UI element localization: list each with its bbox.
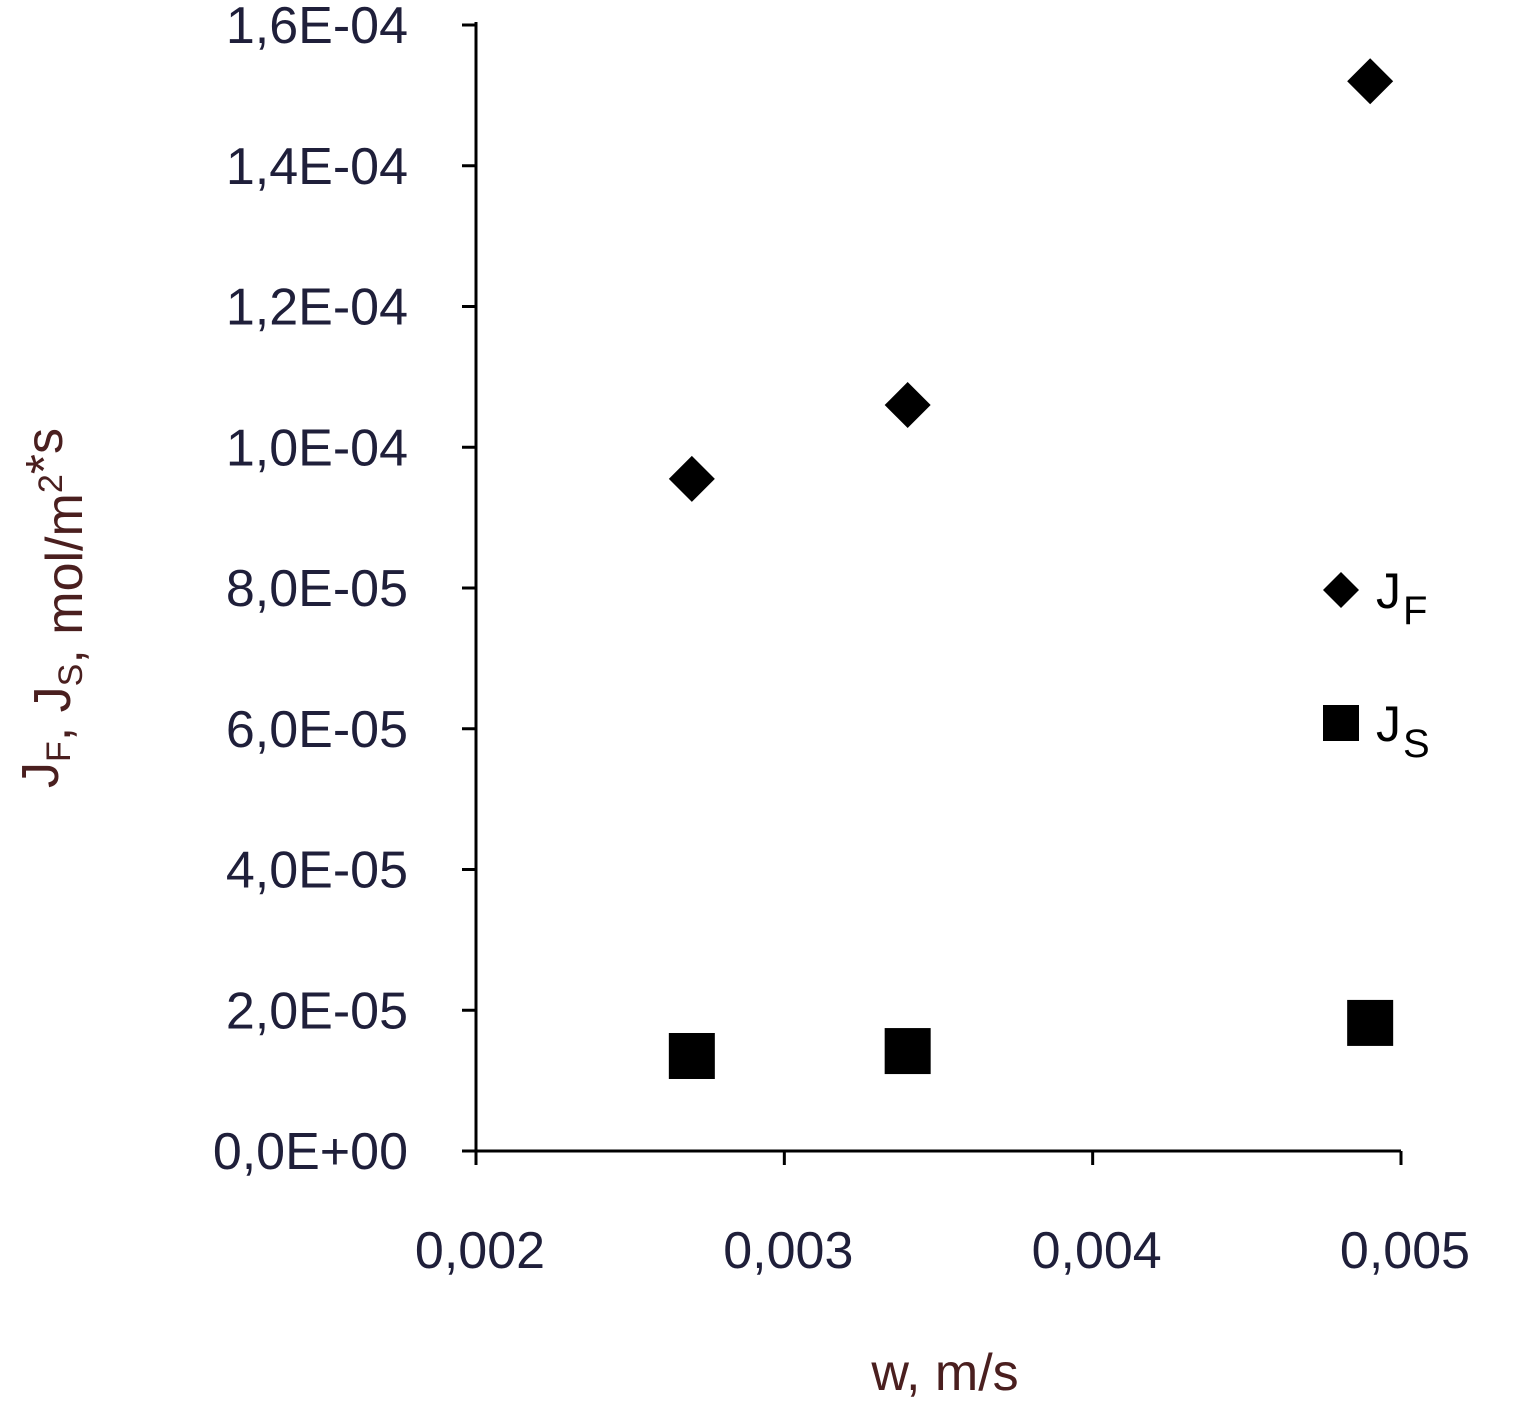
y-axis-ticks: 0,0E+00 2,0E-05 4,0E-05 6,0E-05 8,0E-05 1,0E-… bbox=[213, 0, 476, 1181]
axes bbox=[474, 22, 1401, 1153]
data-points bbox=[668, 58, 1394, 1079]
legend: JF JS bbox=[1323, 563, 1430, 766]
y-tick-label: 1,2E-04 bbox=[226, 279, 408, 337]
data-point-square bbox=[1347, 999, 1394, 1046]
x-tick-label: 0,003 bbox=[723, 1222, 853, 1280]
x-tick-label: 0,002 bbox=[415, 1222, 545, 1280]
legend-label: JS bbox=[1376, 696, 1430, 766]
y-tick-label: 1,0E-04 bbox=[226, 419, 408, 477]
data-point-square bbox=[884, 1028, 931, 1075]
x-tick-label: 0,005 bbox=[1340, 1222, 1470, 1280]
data-point-diamond bbox=[1347, 58, 1394, 105]
y-tick-label: 4,0E-05 bbox=[226, 842, 408, 900]
y-tick-label: 2,0E-05 bbox=[226, 982, 408, 1040]
legend-label: JF bbox=[1376, 563, 1427, 633]
axis-titles: w, m/s JF, JS, mol/m2*s bbox=[12, 428, 1019, 1402]
data-point-diamond bbox=[884, 382, 931, 429]
x-axis-title: w, m/s bbox=[870, 1344, 1018, 1402]
y-tick-label: 8,0E-05 bbox=[226, 560, 408, 618]
legend-marker-diamond bbox=[1323, 572, 1359, 608]
y-axis-title: JF, JS, mol/m2*s bbox=[12, 428, 94, 788]
y-tick-label: 1,6E-04 bbox=[226, 0, 408, 55]
y-tick-label: 1,4E-04 bbox=[226, 138, 408, 196]
data-point-square bbox=[668, 1032, 715, 1079]
data-point-diamond bbox=[668, 455, 715, 502]
y-tick-label: 0,0E+00 bbox=[213, 1123, 408, 1181]
legend-marker-square bbox=[1323, 705, 1359, 741]
x-axis-ticks: 0,002 0,003 0,004 0,005 bbox=[415, 1151, 1470, 1280]
y-tick-label: 6,0E-05 bbox=[226, 701, 408, 759]
x-tick-label: 0,004 bbox=[1032, 1222, 1162, 1280]
